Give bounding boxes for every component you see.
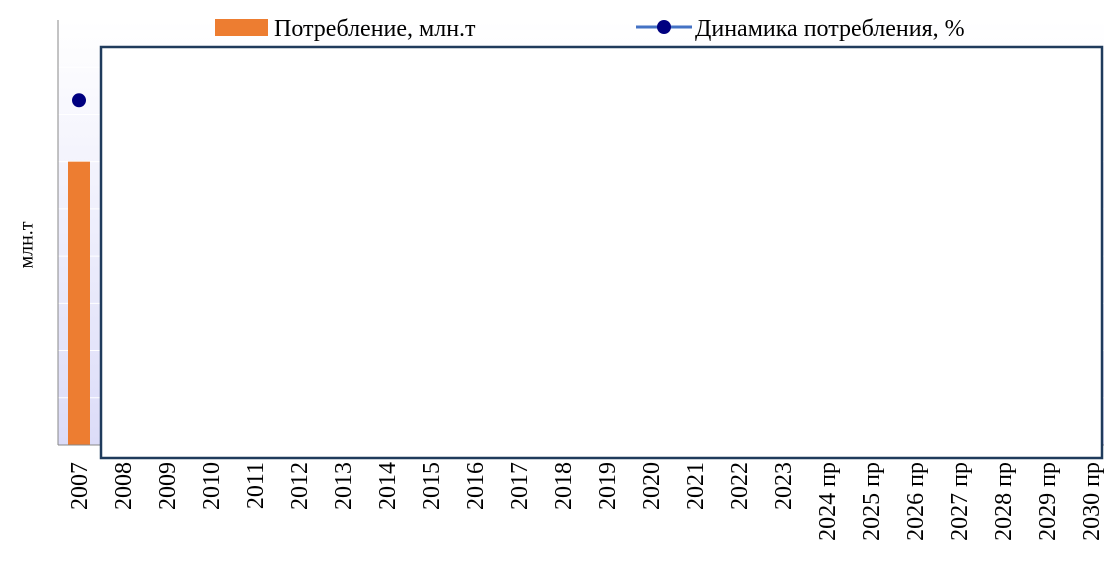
x-tick-label: 2029 пр: [1035, 462, 1061, 541]
x-tick-label: 2010: [199, 462, 225, 510]
x-tick-label: 2009: [155, 462, 181, 510]
legend-label: Потребление, млн.т: [274, 16, 476, 42]
x-tick-label: 2018: [551, 462, 577, 510]
x-tick-label: 2025 пр: [859, 462, 885, 541]
x-tick-label: 2008: [111, 462, 137, 510]
overlay-panel: [99, 45, 1104, 460]
x-tick-label: 2017: [507, 462, 533, 510]
x-tick-label: 2016: [463, 462, 489, 510]
x-tick-label: 2012: [287, 462, 313, 510]
x-tick-label: 2019: [595, 462, 621, 510]
x-tick-label: 2027 пр: [947, 462, 973, 541]
x-tick-label: 2024 пр: [815, 462, 841, 541]
x-tick-label: 2020: [639, 462, 665, 510]
legend-label: Динамика потребления, %: [695, 16, 965, 42]
legend-swatch: [215, 19, 268, 36]
x-tick-label: 2021: [683, 462, 709, 510]
bar: [68, 161, 90, 445]
line-marker: [72, 93, 86, 108]
x-tick-label: 2026 пр: [903, 462, 929, 541]
x-tick-label: 2022: [727, 462, 753, 510]
x-tick-label: 2013: [331, 462, 357, 510]
x-tick-label: 2014: [375, 462, 401, 510]
x-tick-label: 2011: [243, 462, 269, 509]
legend-marker: [657, 20, 671, 34]
x-tick-label: 2015: [419, 462, 445, 510]
x-tick-label: 2028 пр: [991, 462, 1017, 541]
y-axis-label: млн.т: [16, 221, 38, 268]
x-tick-label: 2007: [67, 462, 93, 510]
x-tick-label: 2023: [771, 462, 797, 510]
x-tick-label: 2030 пр: [1079, 462, 1104, 541]
